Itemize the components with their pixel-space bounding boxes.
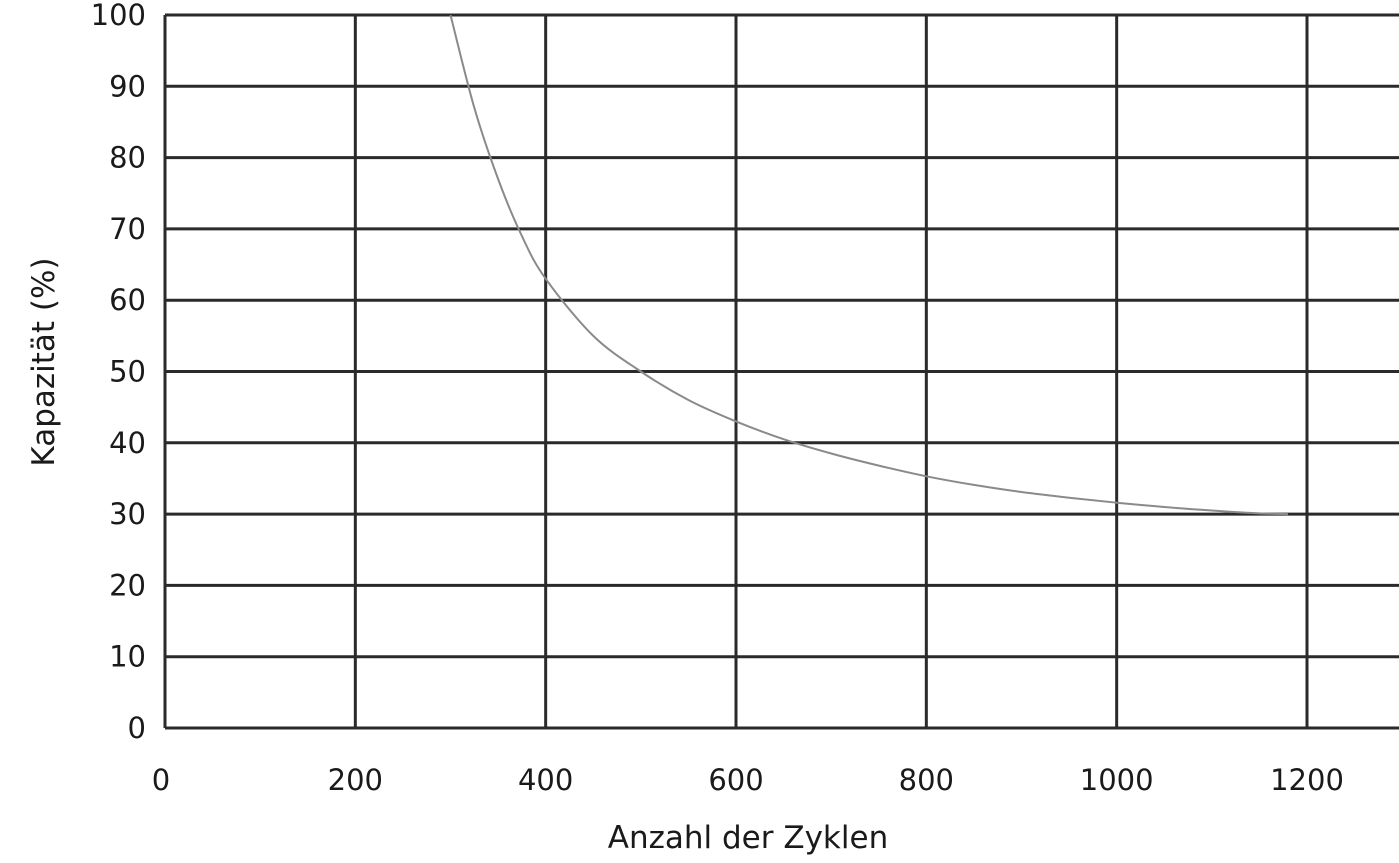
x-tick-label: 800 bbox=[899, 763, 954, 797]
grid bbox=[163, 13, 1399, 730]
x-tick-label: 400 bbox=[518, 763, 573, 797]
y-axis-ticks: 0 10 20 30 40 50 60 70 80 90 100 bbox=[91, 0, 146, 745]
y-axis-label: Kapazität (%) bbox=[26, 257, 62, 466]
plot-area bbox=[449, 14, 1289, 516]
capacity-curve bbox=[449, 14, 1289, 516]
x-tick-label: 0 bbox=[152, 763, 170, 797]
y-tick-label: 80 bbox=[109, 141, 146, 175]
x-axis-ticks: 0 200 400 600 800 1000 1200 bbox=[152, 763, 1344, 797]
x-tick-label: 600 bbox=[708, 763, 763, 797]
y-tick-label: 90 bbox=[109, 69, 146, 103]
y-tick-label: 40 bbox=[109, 426, 146, 460]
x-tick-label: 1200 bbox=[1270, 763, 1344, 797]
x-tick-label: 200 bbox=[328, 763, 383, 797]
y-tick-label: 20 bbox=[109, 568, 146, 602]
y-tick-label: 0 bbox=[128, 711, 146, 745]
y-tick-label: 100 bbox=[91, 0, 146, 32]
y-tick-label: 70 bbox=[109, 212, 146, 246]
y-tick-label: 60 bbox=[109, 283, 146, 317]
y-tick-label: 50 bbox=[109, 355, 146, 389]
y-tick-label: 30 bbox=[109, 497, 146, 531]
x-axis-label: Anzahl der Zyklen bbox=[608, 820, 888, 856]
y-tick-label: 10 bbox=[109, 640, 146, 674]
x-tick-label: 1000 bbox=[1080, 763, 1154, 797]
